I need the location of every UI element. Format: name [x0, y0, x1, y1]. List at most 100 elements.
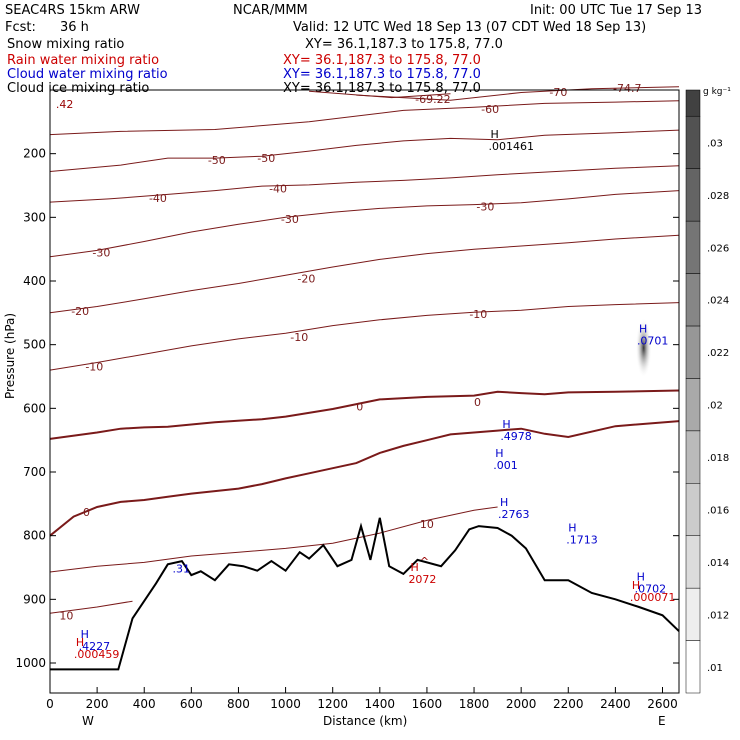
- contour-line: [49, 165, 680, 203]
- y-tick-label: 900: [23, 592, 46, 606]
- extrema-markers: H.001461H.0701H.4978H.001H.2763H.1713H20…: [56, 98, 675, 661]
- y-tick-label: 600: [23, 401, 46, 415]
- max-marker-h: H: [637, 571, 645, 584]
- colorbar-tick-label: .03: [707, 138, 723, 149]
- x-tick-label: 1400: [365, 697, 396, 711]
- fcst-value: 36 h: [60, 20, 89, 35]
- contour-label: -40: [149, 192, 167, 205]
- y-tick-label: 800: [23, 529, 46, 543]
- max-marker-value: .2763: [498, 508, 530, 521]
- max-marker-h: H: [495, 447, 503, 460]
- contour-label: -30: [476, 201, 494, 214]
- contour-label: -30: [92, 246, 110, 259]
- max-marker-value: .001461: [489, 140, 535, 153]
- colorbar-segment: [685, 535, 701, 589]
- contour-label: -10: [85, 360, 103, 373]
- x-tick-label: 600: [180, 697, 203, 711]
- max-marker-h: H: [632, 579, 640, 592]
- max-marker-value: .4978: [500, 430, 531, 443]
- max-marker-value: .001: [493, 459, 518, 472]
- colorbar-tick-label: .01: [707, 663, 723, 674]
- colorbar-tick-label: .022: [707, 348, 729, 359]
- colorbar-segment: [685, 587, 701, 641]
- contour-label: -50: [257, 152, 275, 165]
- plot-frame: [49, 89, 680, 694]
- x-tick-label: 400: [133, 697, 156, 711]
- max-marker-value: .0701: [637, 334, 669, 347]
- contour-line: [49, 234, 680, 314]
- west-end-label: W: [82, 714, 94, 728]
- x-tick-label: 1000: [270, 697, 301, 711]
- contour-label: 0: [83, 506, 90, 519]
- valid-label: Valid: 12 UTC Wed 18 Sep 13 (07 CDT Wed …: [293, 20, 646, 35]
- contour-label: -30: [281, 213, 299, 226]
- colorbar-tick-label: .014: [707, 558, 729, 569]
- contour-line: [49, 129, 680, 172]
- max-marker-value: 2072: [408, 573, 436, 586]
- y-axis-label: Pressure (hPa): [3, 313, 17, 399]
- colorbar-segment: [685, 168, 701, 222]
- colorbar-tick-label: .016: [707, 505, 729, 516]
- colorbar-segment: [685, 378, 701, 432]
- contour-line: [49, 100, 680, 136]
- y-tick-label: 500: [23, 338, 46, 352]
- contour-label: -40: [269, 183, 287, 196]
- colorbar-tick-label: .012: [707, 610, 729, 621]
- contour-line: [309, 90, 451, 99]
- extra-label: .42: [56, 98, 73, 111]
- extra-label: .31: [173, 563, 191, 576]
- contour-label: -70: [549, 86, 567, 99]
- max-marker-h: H: [491, 128, 499, 141]
- colorbar-segment: [685, 273, 701, 327]
- axes: 0 200 400 600 800 1000 1200 1400 1600 1800 2000 220…: [15, 147, 679, 711]
- terrain-profile: [50, 517, 680, 671]
- max-marker-h: H: [568, 522, 576, 535]
- y-tick-label: 400: [23, 274, 46, 288]
- model-title: SEAC4RS 15km ARW: [5, 3, 140, 18]
- contour-label: -74.7: [613, 82, 641, 95]
- colorbar-segment: [685, 115, 701, 169]
- y-tick-label: 1000: [15, 656, 46, 670]
- east-end-label: E: [658, 714, 666, 728]
- field-name-cloud-water: Cloud water mixing ratio: [7, 67, 168, 82]
- field-name-cloud-ice: Cloud ice mixing ratio: [7, 81, 149, 96]
- colorbar-segment: [685, 89, 701, 117]
- contour-line: [49, 389, 680, 440]
- contour-label: -60: [481, 103, 499, 116]
- fcst-label: Fcst:: [5, 20, 36, 35]
- x-axis-label: Distance (km): [323, 714, 407, 728]
- field-legend: Snow mixing ratio XY= 36.1,187.3 to 175.…: [7, 37, 503, 96]
- colorbar-segment: [685, 640, 701, 694]
- x-tick-label: 1600: [412, 697, 443, 711]
- center-label: NCAR/MMM: [233, 3, 308, 18]
- field-xy-snow: XY= 36.1,187.3 to 175.8, 77.0: [305, 37, 503, 52]
- contour-line: [49, 302, 680, 371]
- x-tick-label: 2600: [647, 697, 678, 711]
- x-tick-label: 1200: [317, 697, 348, 711]
- max-marker-h: H: [410, 561, 418, 574]
- contour-label: -20: [297, 272, 315, 285]
- max-marker-h: H: [81, 628, 89, 641]
- extra-label: ^: [420, 555, 429, 568]
- x-tick-label: 2000: [506, 697, 537, 711]
- colorbar-tick-label: .028: [707, 191, 729, 202]
- max-marker-h: H: [502, 418, 510, 431]
- colorbar-tick-label: .018: [707, 453, 729, 464]
- contour-line: [49, 506, 498, 573]
- colorbar-tick-label: .024: [707, 296, 729, 307]
- field-xy-cloud-water: XY= 36.1,187.3 to 175.8, 77.0: [283, 67, 481, 82]
- field-xy-cloud-ice: XY= 36.1,187.3 to 175.8, 77.0: [283, 81, 481, 96]
- contour-line: [356, 86, 680, 101]
- contour-line: [49, 190, 680, 258]
- colorbar-segment: [685, 325, 701, 379]
- contour-label: 0: [356, 400, 363, 413]
- mixing-ratio-shading: [635, 317, 652, 378]
- y-tick-label: 700: [23, 465, 46, 479]
- max-marker-h: H: [500, 496, 508, 509]
- max-marker-value: .4227: [79, 640, 111, 653]
- x-tick-label: 0: [46, 697, 54, 711]
- field-xy-rain: XY= 36.1,187.3 to 175.8, 77.0: [283, 53, 481, 68]
- max-marker-value: .000071: [630, 591, 676, 604]
- max-marker-value: .000459: [74, 648, 120, 661]
